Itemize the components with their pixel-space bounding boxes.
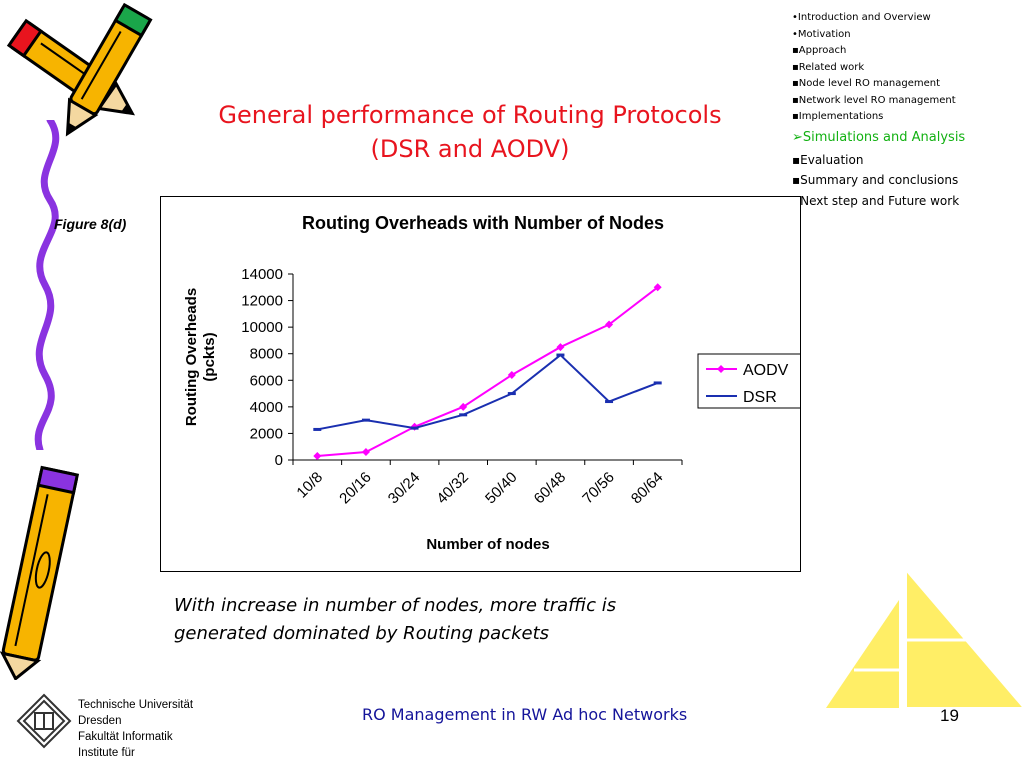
legend-label-aodv: AODV <box>743 362 789 379</box>
legend-marker-aodv <box>717 365 725 373</box>
data-point-aodv <box>361 448 370 457</box>
bullet-icon: • <box>792 28 798 40</box>
bullet-icon: • <box>792 12 798 23</box>
outline-item-label: Network level RO management <box>798 94 956 106</box>
legend-label-dsr: DSR <box>743 389 777 406</box>
outline-item-label: Simulations and Analysis <box>802 129 966 145</box>
outline-item: ➢Simulations and Analysis <box>792 126 1017 150</box>
bullet-icon: ▪ <box>792 94 799 106</box>
data-point-aodv <box>605 320 614 329</box>
caption-line1: With increase in number of nodes, more t… <box>174 595 617 616</box>
series-line-aodv <box>317 286 659 458</box>
chart-legend: AODV DSR <box>697 353 800 409</box>
outline-item-label: Next step and Future work <box>800 193 960 208</box>
sailboat-clipart <box>826 570 1024 709</box>
outline-item: ▪Evaluation <box>792 150 1017 171</box>
institution-line4: Institute für <box>78 747 135 759</box>
data-point-aodv <box>556 343 565 352</box>
institution-line1: Technische Universität <box>78 699 194 711</box>
squiggle-line <box>34 120 60 450</box>
bullet-icon: ▪ <box>792 78 799 89</box>
legend-box <box>697 353 800 409</box>
y-tick-label: 8000 <box>250 346 283 363</box>
data-point-aodv <box>507 370 516 379</box>
x-tick-label: 30/24 <box>385 469 424 508</box>
outline-item: ▪Next step and Future work <box>792 191 1017 212</box>
bullet-icon: ➢ <box>792 129 803 145</box>
outline-item-label: Introduction and Overview <box>797 12 931 23</box>
bullet-icon: ▪ <box>792 111 799 122</box>
x-tick-label: 70/56 <box>579 469 618 508</box>
section-outline: •Introduction and Overview •Motivation ▪Ap… <box>792 10 1017 211</box>
y-tick-label: 6000 <box>250 372 283 389</box>
x-tick-label: 50/40 <box>482 469 521 508</box>
slide-title: General performance of Routing Protocols… <box>150 98 790 166</box>
chart-title: Routing Overheads with Number of Nodes <box>302 213 664 233</box>
series-line-dsr <box>317 353 659 431</box>
figure-label: Figure 8(d) <box>54 216 127 232</box>
x-axis-label: Number of nodes <box>426 536 549 553</box>
y-tick-label: 12000 <box>241 293 283 310</box>
y-tick-label: 4000 <box>250 399 283 416</box>
outline-item: ▪Related work <box>792 60 1017 77</box>
page-number: 19 <box>940 706 959 725</box>
caption-line2: generated dominated by Routing packets <box>174 623 550 644</box>
pencil-icon <box>0 465 80 680</box>
outline-item-label: Node level RO management <box>798 78 941 89</box>
y-axis-label: Routing Overheads (pckts) <box>183 288 218 426</box>
outline-item: ▪Node level RO management <box>792 76 1017 93</box>
institution-text: Technische Universität Dresden Fakultät … <box>78 697 193 761</box>
bullet-icon: ▪ <box>792 61 799 73</box>
outline-item: ▪Approach <box>792 43 1017 60</box>
y-axis-label-line1: Routing Overheads <box>183 288 200 426</box>
bullet-icon: ▪ <box>792 45 799 56</box>
pencils-clipart <box>6 2 153 137</box>
data-point-aodv <box>313 452 322 461</box>
x-tick-label: 60/48 <box>531 469 570 508</box>
chart-frame: Routing Overheads with Number of Nodes R… <box>160 196 801 572</box>
bullet-icon: ▪ <box>792 152 801 167</box>
tu-dresden-logo <box>16 693 72 749</box>
outline-item: ▪Summary and conclusions <box>792 170 1017 191</box>
footer-title: RO Management in RW Ad hoc Networks <box>362 705 688 724</box>
y-tick-label: 10000 <box>241 319 283 336</box>
x-tick-label: 40/32 <box>433 469 472 508</box>
bullet-icon: ▪ <box>792 173 801 187</box>
outline-item: ▪Network level RO management <box>792 93 1017 110</box>
y-tick-label: 0 <box>275 452 283 469</box>
outline-item-label: Approach <box>798 45 847 56</box>
y-tick-label: 2000 <box>250 425 283 442</box>
outline-item-label: Implementations <box>798 111 884 122</box>
x-tick-label: 80/64 <box>628 469 667 508</box>
y-tick-label: 14000 <box>241 266 283 283</box>
outline-item-label: Motivation <box>797 28 851 40</box>
institution-line3: Fakultät Informatik <box>78 731 173 743</box>
slide-caption: With increase in number of nodes, more t… <box>174 592 734 648</box>
x-tick-label: 10/8 <box>293 469 326 502</box>
outline-item-label: Evaluation <box>800 152 864 167</box>
outline-item-label: Related work <box>798 61 865 73</box>
outline-item: •Motivation <box>792 27 1017 44</box>
x-tick-label: 20/16 <box>336 469 375 508</box>
outline-item-label: Summary and conclusions <box>800 173 959 187</box>
outline-item: ▪Implementations <box>792 109 1017 126</box>
slide-title-line1: General performance of Routing Protocols <box>218 101 722 129</box>
pencil-vertical-clipart <box>0 465 80 680</box>
line-chart: Routing Overheads with Number of Nodes R… <box>183 213 800 553</box>
y-axis-label-line2: (pckts) <box>201 332 218 381</box>
outline-item: •Introduction and Overview <box>792 10 1017 27</box>
slide-title-line2: (DSR and AODV) <box>370 135 570 163</box>
data-point-aodv <box>459 402 468 411</box>
data-point-aodv <box>653 283 662 292</box>
pencil-icon <box>65 2 153 137</box>
institution-line2: Dresden <box>78 715 122 727</box>
